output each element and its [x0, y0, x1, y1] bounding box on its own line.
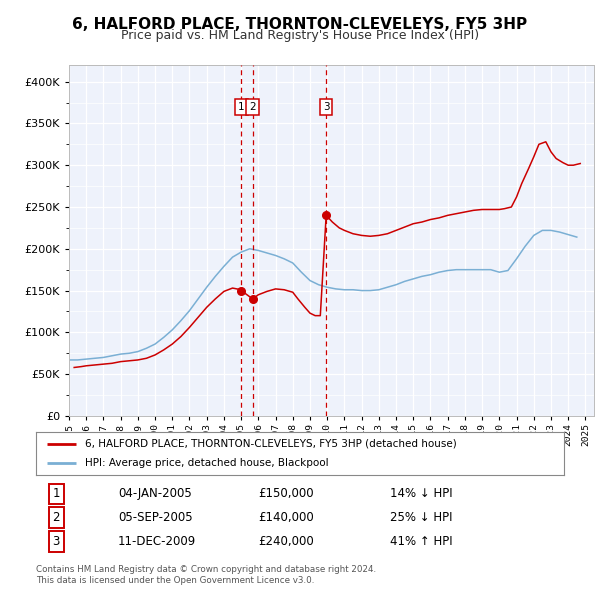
- Text: 6, HALFORD PLACE, THORNTON-CLEVELEYS, FY5 3HP (detached house): 6, HALFORD PLACE, THORNTON-CLEVELEYS, FY…: [85, 439, 457, 449]
- Text: 41% ↑ HPI: 41% ↑ HPI: [390, 535, 452, 548]
- Text: 6, HALFORD PLACE, THORNTON-CLEVELEYS, FY5 3HP: 6, HALFORD PLACE, THORNTON-CLEVELEYS, FY…: [73, 17, 527, 31]
- Text: 25% ↓ HPI: 25% ↓ HPI: [390, 511, 452, 525]
- Text: HPI: Average price, detached house, Blackpool: HPI: Average price, detached house, Blac…: [85, 458, 328, 468]
- Text: 2: 2: [52, 511, 60, 525]
- Text: Contains HM Land Registry data © Crown copyright and database right 2024.: Contains HM Land Registry data © Crown c…: [36, 565, 376, 574]
- Text: 05-SEP-2005: 05-SEP-2005: [118, 511, 193, 525]
- Text: This data is licensed under the Open Government Licence v3.0.: This data is licensed under the Open Gov…: [36, 576, 314, 585]
- Text: 3: 3: [52, 535, 60, 548]
- Text: 04-JAN-2005: 04-JAN-2005: [118, 487, 191, 500]
- Text: 3: 3: [323, 101, 329, 112]
- Text: 1: 1: [238, 101, 245, 112]
- Text: 2: 2: [250, 101, 256, 112]
- Text: £150,000: £150,000: [258, 487, 313, 500]
- Text: £140,000: £140,000: [258, 511, 314, 525]
- Text: 11-DEC-2009: 11-DEC-2009: [118, 535, 196, 548]
- Text: 1: 1: [52, 487, 60, 500]
- Text: Price paid vs. HM Land Registry's House Price Index (HPI): Price paid vs. HM Land Registry's House …: [121, 30, 479, 42]
- Text: £240,000: £240,000: [258, 535, 314, 548]
- Text: 14% ↓ HPI: 14% ↓ HPI: [390, 487, 452, 500]
